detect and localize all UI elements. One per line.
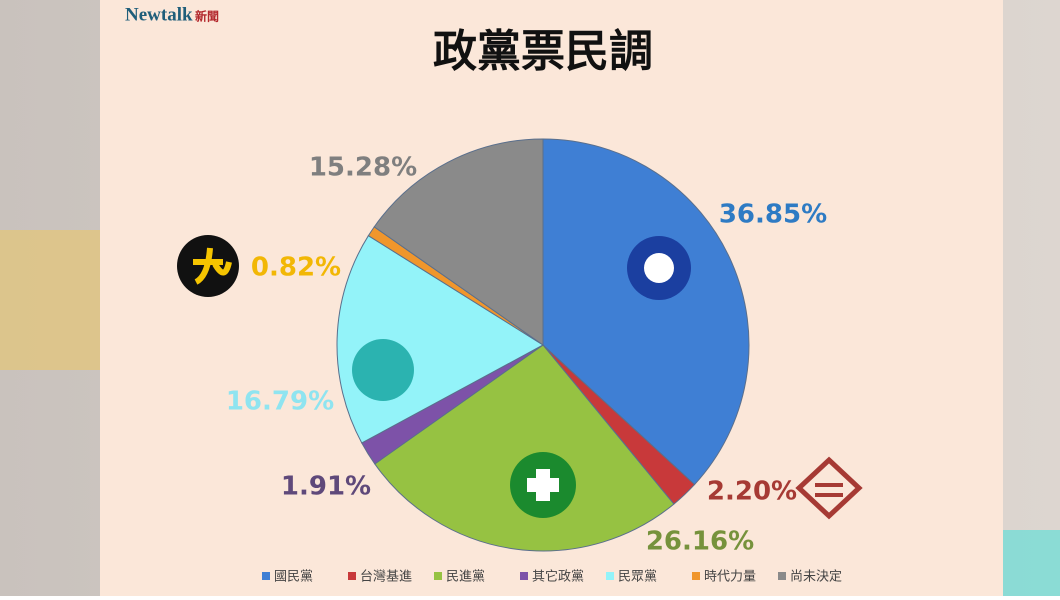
icon bbox=[536, 469, 550, 501]
data-label: 1.91% bbox=[281, 472, 371, 502]
blur-right bbox=[1003, 530, 1060, 596]
data-label: 26.16% bbox=[646, 527, 754, 557]
legend-label: 國民黨 bbox=[274, 570, 313, 585]
legend-label: 時代力量 bbox=[704, 570, 756, 585]
chart-title: 政黨票民調 bbox=[433, 26, 653, 77]
brand-name: Newtalk bbox=[125, 4, 193, 25]
icon bbox=[644, 253, 674, 283]
legend-label: 其它政黨 bbox=[532, 569, 584, 585]
pie-slice bbox=[373, 138, 544, 346]
data-label: 16.79% bbox=[226, 387, 334, 417]
legend-swatch bbox=[692, 572, 700, 580]
legend-swatch bbox=[348, 572, 356, 580]
legend-label: 民眾黨 bbox=[618, 570, 657, 585]
legend-label: 台灣基進 bbox=[360, 570, 412, 585]
legend-swatch bbox=[262, 572, 270, 580]
legend-swatch bbox=[434, 572, 442, 580]
legend-swatch bbox=[778, 572, 786, 580]
icon bbox=[193, 247, 232, 285]
pie-slice bbox=[374, 344, 675, 552]
pie-slice bbox=[542, 138, 750, 486]
brand-suffix: 新聞 bbox=[195, 9, 219, 24]
icon bbox=[815, 483, 843, 497]
data-label: 15.28% bbox=[309, 153, 417, 183]
icon bbox=[352, 339, 414, 401]
legend-label: 尚未決定 bbox=[790, 570, 842, 585]
data-label: 0.82% bbox=[251, 253, 341, 283]
data-label: 36.85% bbox=[719, 200, 827, 230]
icon bbox=[795, 456, 863, 520]
party-icons bbox=[177, 235, 863, 520]
data-label: 2.20% bbox=[707, 477, 797, 507]
legend-label: 民進黨 bbox=[446, 570, 485, 585]
blur-left bbox=[0, 230, 100, 370]
pie bbox=[336, 138, 750, 552]
legend-swatch bbox=[606, 572, 614, 580]
legend-swatch bbox=[520, 572, 528, 580]
